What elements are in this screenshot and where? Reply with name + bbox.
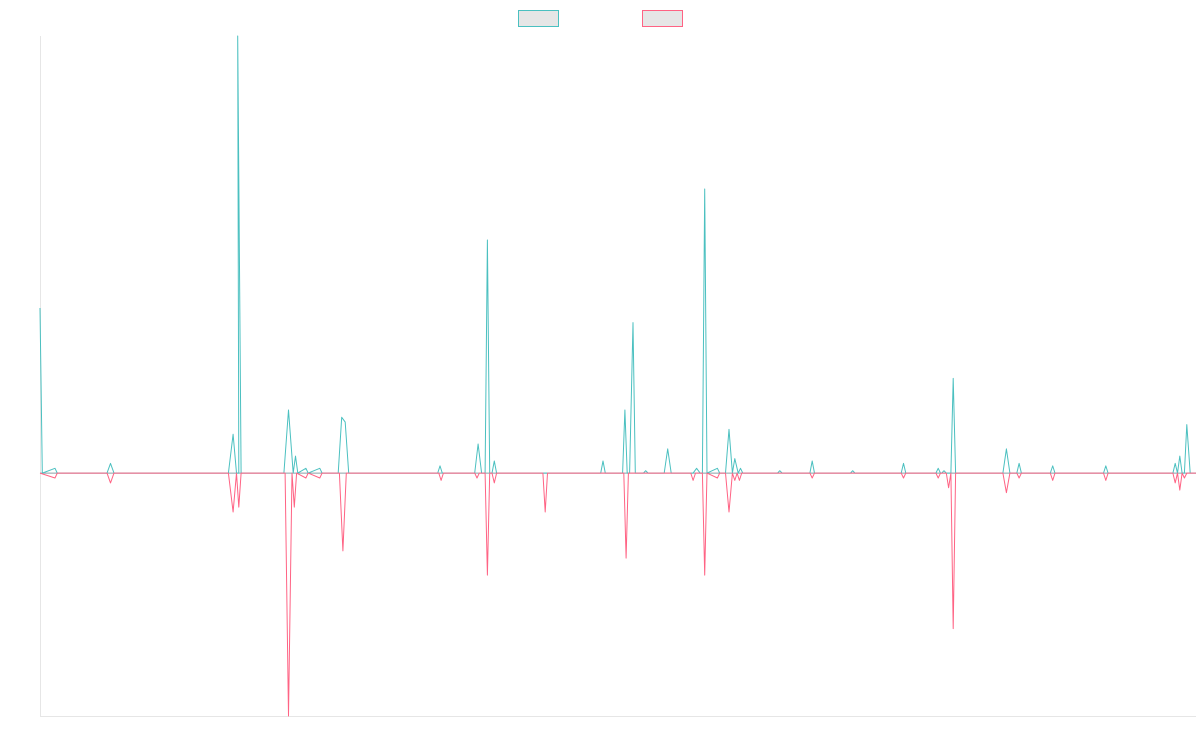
legend[interactable] (518, 10, 683, 27)
series-layer (39, 35, 1196, 717)
legend-swatch-2[interactable] (642, 10, 683, 27)
series-line-1 (39, 35, 1196, 474)
legend-swatch-1[interactable] (518, 10, 559, 27)
series-line-2 (39, 472, 1196, 717)
legend-item-2[interactable] (642, 10, 683, 27)
legend-item-1[interactable] (518, 10, 559, 27)
